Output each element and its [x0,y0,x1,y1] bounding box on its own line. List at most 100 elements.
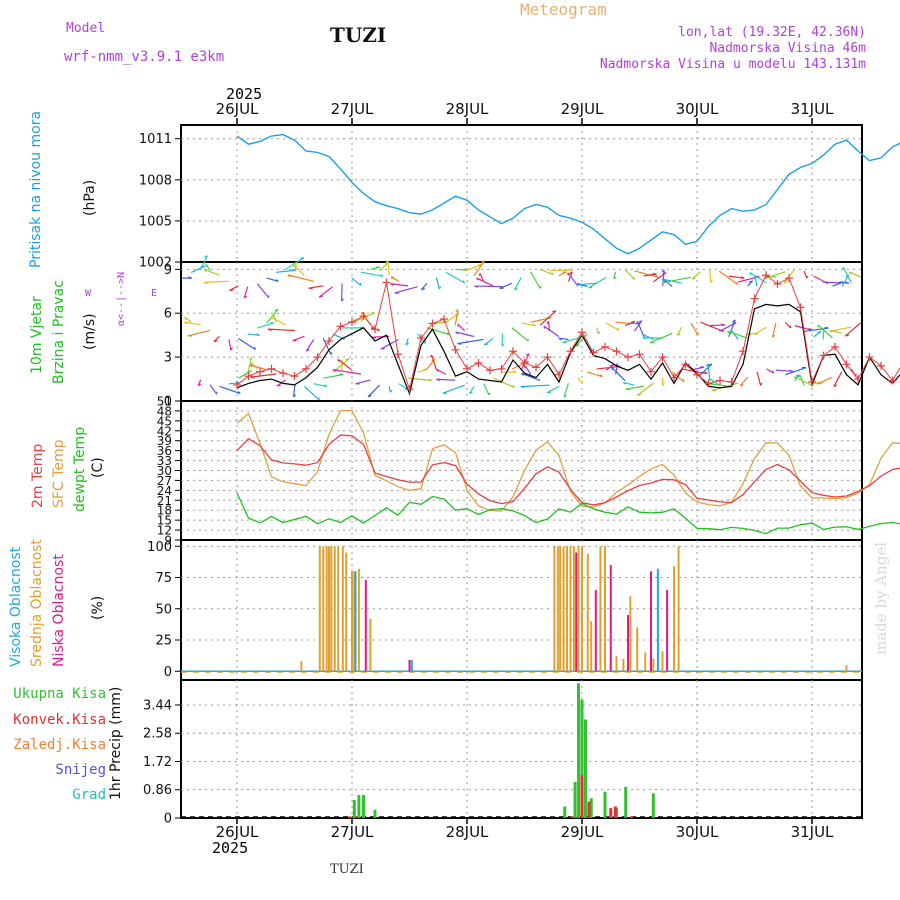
wind-arrow [266,277,279,283]
wind-arrow-head [455,309,459,313]
wind-arrow [457,323,466,332]
wind-arrow [455,331,475,338]
precip-legend-hail: Grad [72,787,106,803]
precip-bar [577,683,581,818]
y-tick-label-temp: 12 [157,524,172,538]
y-tick-label-wind: 0 [164,395,172,410]
wind-arrow [664,276,692,283]
wind-arrow [754,326,767,335]
wind-arrow [405,338,409,346]
wind-arrow-head [521,372,524,376]
top-day-label: 26JUL [216,100,259,118]
y-tick-label-temp: 15 [157,514,172,528]
wind-arrow-head [512,370,517,373]
wind-arrow [832,281,844,287]
wind-arrow [738,276,760,283]
wind-arrow-head [229,289,234,292]
wind-arrow [293,264,305,276]
wind-arrow [623,381,635,386]
y-tick-label-temp: 27 [157,474,172,488]
precip-legend-frozen: Zaledj.Kisa [13,737,106,753]
wind-arrow [739,377,749,387]
wind-arrow-head [243,295,248,299]
wind-arrow-head [267,328,272,332]
year-label-top: 2025 [226,85,263,103]
wind-arrow [184,316,192,323]
wind-arrow [464,264,483,272]
y-tick-label-cloud: 75 [155,571,172,586]
bottom-day-label: 31JUL [791,823,834,841]
wind-arrow-head [808,327,812,331]
top-day-label: 27JUL [331,100,374,118]
wind-arrow [238,370,252,379]
wind-arrow-head [306,349,310,352]
wind-arrow-head [501,343,505,347]
wind-arrow [445,271,465,284]
wind-arrow [793,376,814,387]
wind-arrow [731,330,739,340]
wind-arrow-head [636,321,639,325]
wind-arrow-head [332,369,337,372]
wind-arrow [292,384,296,397]
top-day-label: 28JUL [446,100,489,118]
precip-bar [352,799,356,818]
wind-arrow-head [213,340,218,343]
y-tick-label-cloud: 50 [155,602,172,617]
wind-arrow-head [824,326,829,329]
wind-arrow [521,372,541,381]
elevation-label: Nadmorska Visina 46m [709,41,866,56]
wind-arrow-head [655,274,659,278]
precip-bar [603,791,607,818]
wind-arrow [436,378,456,381]
wind-arrow-head [429,354,433,358]
wind-arrow [756,371,762,386]
wind-arrow-head [625,388,630,391]
wind-arrow-head [478,273,481,276]
wind-arrow-head [795,374,800,377]
wind-arrow [662,269,665,287]
wind-arrow-head [525,353,530,356]
precip-legend-conv: Konvek.Kisa [13,712,106,728]
wind-arrow [546,385,560,394]
wind-arrow-head [436,369,439,372]
wind-arrow [276,269,296,273]
wind-arrow [562,337,579,344]
wind-arrow [200,255,208,270]
wind-compass-w: W [85,288,92,299]
wind-arrow-head [253,346,256,350]
station-title: TUZI [330,23,387,47]
wind-arrow-head [546,321,549,324]
panel-frame-cloud [180,539,863,681]
wind-arrow [829,329,843,334]
y-tick-label-temp: 45 [157,414,172,428]
wind-arrow-head [323,384,328,388]
pressure-line [236,133,900,255]
wind-arrow-head [462,280,466,284]
y-tick-label-wind: 9 [164,263,172,278]
wind-arrow [549,269,573,272]
wind-arrow-head [578,284,583,287]
wind-arrow [388,386,391,393]
wind-arrow [769,271,786,278]
precip-bar [651,793,655,818]
wind-arrow-head [741,276,745,279]
wind-arrow [530,271,541,289]
precip-legend-total: Ukupna Kisa [13,686,106,702]
footer-station: TUZI [330,862,364,877]
wind-arrow-head [842,267,845,270]
wind-arrow [521,322,536,327]
wind-arrow-head [341,298,345,302]
year-label-bottom: 2025 [212,839,249,857]
wind-arrow [643,273,657,277]
wind-gust-line [236,274,900,392]
wind-arrow [771,322,777,338]
wind-arrow [611,367,626,381]
wind-arrow [596,327,600,335]
wind-arrow-head [736,281,739,285]
wind-arrow-head [829,330,833,333]
panel-frame-precip [180,679,863,819]
wind-arrow-head [250,376,255,379]
precip-bar [613,806,617,818]
wind-arrow [513,277,522,291]
